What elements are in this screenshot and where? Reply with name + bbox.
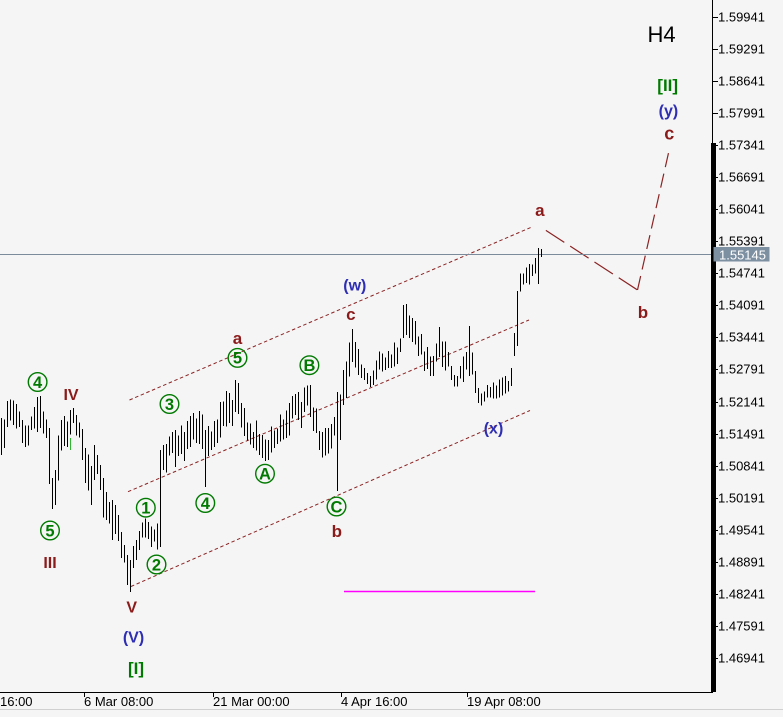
svg-text:b: b bbox=[332, 522, 342, 541]
svg-text:1.51491: 1.51491 bbox=[718, 427, 765, 442]
svg-text:5: 5 bbox=[233, 350, 242, 368]
svg-text:4: 4 bbox=[33, 374, 43, 392]
svg-text:1.48241: 1.48241 bbox=[718, 587, 765, 602]
svg-text:c: c bbox=[664, 124, 674, 144]
svg-text:b: b bbox=[638, 303, 648, 322]
svg-text:1.54741: 1.54741 bbox=[718, 266, 765, 281]
svg-text:1.50191: 1.50191 bbox=[718, 491, 765, 506]
svg-text:1.49541: 1.49541 bbox=[718, 523, 765, 538]
svg-text:16:00: 16:00 bbox=[0, 694, 33, 709]
svg-text:1.46941: 1.46941 bbox=[718, 651, 765, 666]
svg-text:1.54091: 1.54091 bbox=[718, 298, 765, 313]
svg-text:4 Apr 16:00: 4 Apr 16:00 bbox=[341, 694, 408, 709]
svg-text:III: III bbox=[43, 555, 56, 572]
svg-text:21 Mar 00:00: 21 Mar 00:00 bbox=[213, 694, 290, 709]
svg-text:1.56041: 1.56041 bbox=[718, 202, 765, 217]
svg-text:6 Mar 08:00: 6 Mar 08:00 bbox=[84, 694, 153, 709]
svg-text:4: 4 bbox=[201, 495, 211, 513]
svg-text:c: c bbox=[346, 305, 355, 324]
svg-text:A: A bbox=[259, 466, 271, 484]
svg-text:(x): (x) bbox=[484, 421, 504, 438]
svg-text:(y): (y) bbox=[659, 103, 679, 120]
svg-text:B: B bbox=[303, 357, 315, 375]
svg-text:1.58641: 1.58641 bbox=[718, 74, 765, 89]
svg-text:1.53441: 1.53441 bbox=[718, 330, 765, 345]
svg-text:[I]: [I] bbox=[128, 659, 144, 678]
svg-text:V: V bbox=[126, 600, 137, 617]
svg-text:1.57341: 1.57341 bbox=[718, 138, 765, 153]
svg-text:1.56691: 1.56691 bbox=[718, 170, 765, 185]
svg-text:1.59941: 1.59941 bbox=[718, 10, 765, 25]
svg-text:IV: IV bbox=[63, 387, 78, 404]
svg-text:H4: H4 bbox=[647, 22, 675, 47]
svg-text:2: 2 bbox=[152, 556, 161, 574]
svg-text:[II]: [II] bbox=[657, 76, 678, 95]
svg-text:a: a bbox=[233, 329, 243, 348]
svg-text:5: 5 bbox=[45, 522, 54, 540]
svg-text:(V): (V) bbox=[123, 630, 144, 647]
svg-text:1.48891: 1.48891 bbox=[718, 555, 765, 570]
svg-text:(w): (w) bbox=[343, 278, 366, 295]
svg-text:19 Apr 08:00: 19 Apr 08:00 bbox=[467, 694, 541, 709]
svg-text:1.52791: 1.52791 bbox=[718, 362, 765, 377]
svg-text:1.50841: 1.50841 bbox=[718, 459, 765, 474]
svg-text:a: a bbox=[535, 201, 545, 220]
svg-text:1.57991: 1.57991 bbox=[718, 106, 765, 121]
svg-text:1: 1 bbox=[141, 500, 150, 518]
svg-text:1.47591: 1.47591 bbox=[718, 619, 765, 634]
svg-text:1.59291: 1.59291 bbox=[718, 42, 765, 57]
svg-text:1.52141: 1.52141 bbox=[718, 395, 765, 410]
svg-text:1.55145: 1.55145 bbox=[719, 248, 766, 263]
svg-text:1.55391: 1.55391 bbox=[718, 234, 765, 249]
svg-text:C: C bbox=[331, 498, 343, 516]
svg-text:3: 3 bbox=[165, 396, 174, 414]
